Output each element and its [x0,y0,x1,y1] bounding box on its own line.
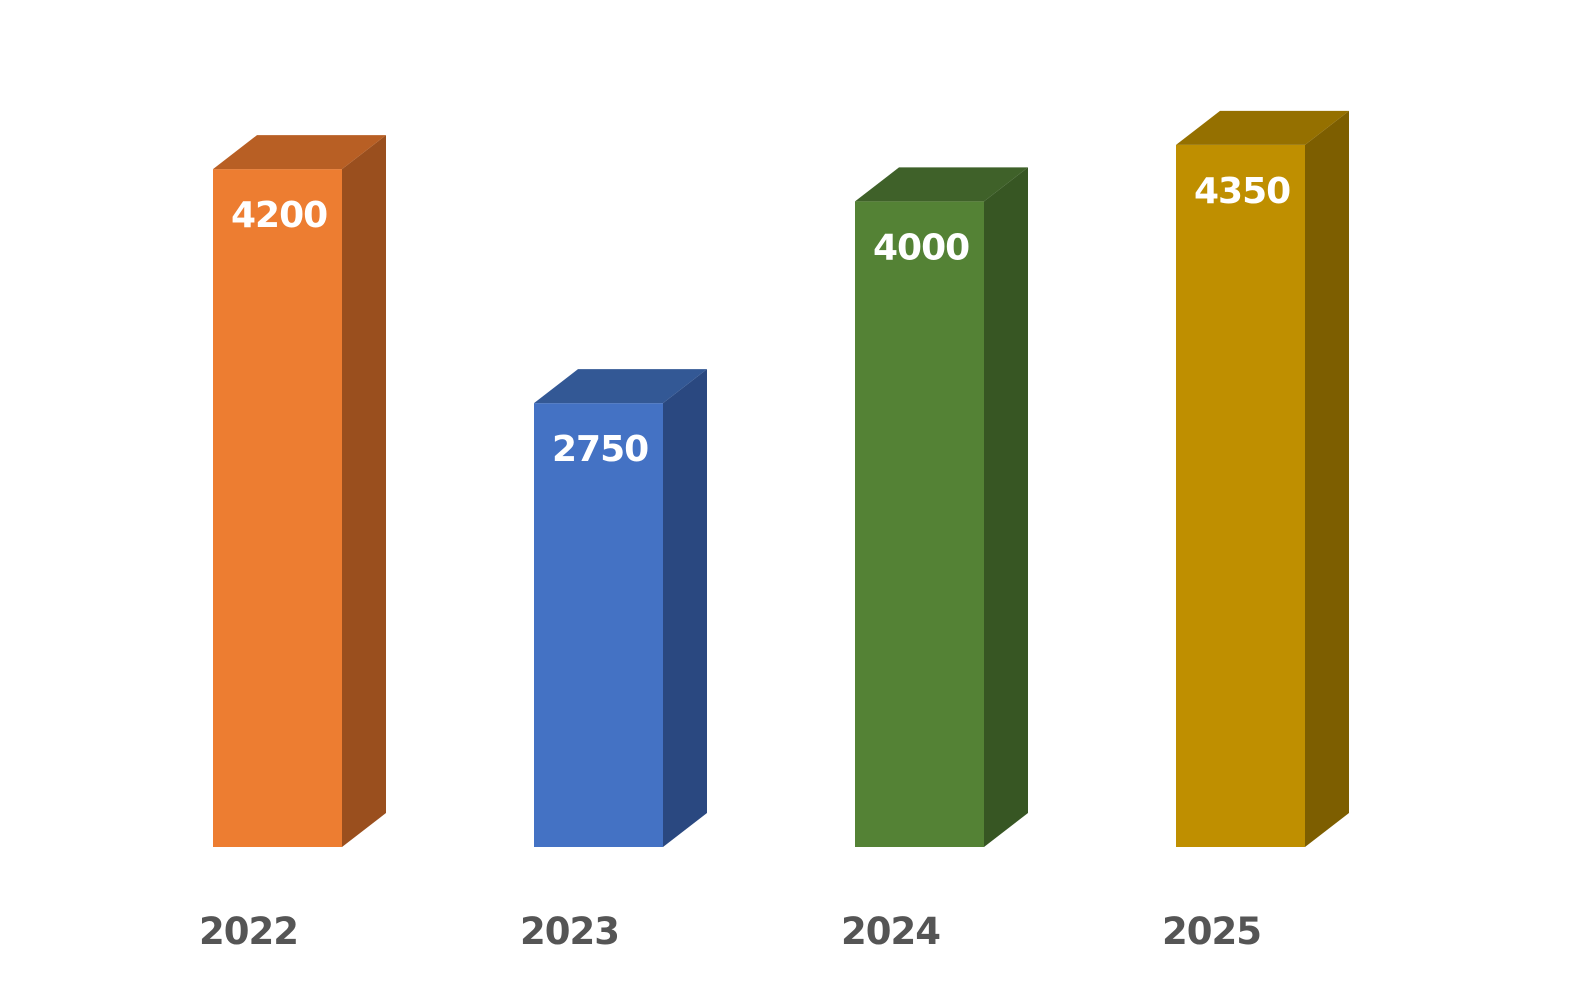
category-label-2023: 2023 [520,910,619,953]
bar-side-2025 [1305,110,1349,847]
bars-layer [213,110,1349,847]
value-label-2023: 2750 [552,429,648,470]
category-label-2022: 2022 [199,910,298,953]
bar-2022 [213,135,386,847]
bar-front-2023 [534,403,663,847]
bar-side-2024 [984,167,1028,847]
labels-layer: 4200 2022 2750 2023 4000 2024 4350 2025 [199,171,1291,953]
bar-front-2022 [213,169,342,847]
category-label-2024: 2024 [841,910,940,953]
bar-2023 [534,369,707,847]
bar-top-2025 [1176,110,1349,145]
bar-front-2024 [855,201,984,847]
value-label-2022: 4200 [231,195,327,236]
value-label-2024: 4000 [873,227,969,268]
bar-2025 [1176,110,1349,847]
bar-2024 [855,167,1028,847]
bar-top-2022 [213,135,386,170]
bar-top-2023 [534,369,707,404]
bar-front-2025 [1176,144,1305,847]
category-label-2025: 2025 [1162,910,1261,953]
bar-side-2023 [663,369,707,847]
bar-top-2024 [855,167,1028,202]
value-label-2025: 4350 [1194,171,1290,212]
bar-side-2022 [342,135,386,847]
